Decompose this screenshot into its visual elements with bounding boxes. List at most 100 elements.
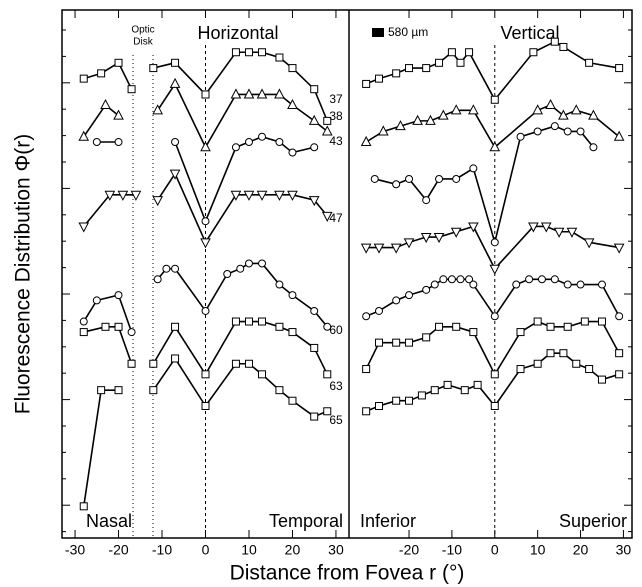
marker [516,132,525,141]
marker [149,64,158,73]
marker [310,412,319,421]
legend-label: 60 [329,323,343,337]
marker [288,148,297,157]
marker [171,264,180,273]
x-tick-label: -30 [65,542,85,558]
marker [468,222,479,233]
marker [370,174,379,183]
series-line [83,51,328,122]
marker [546,322,555,331]
x-tick-label: -10 [442,542,462,558]
marker [433,233,445,244]
marker [373,243,385,254]
marker [425,114,436,125]
marker [533,317,542,326]
marker [97,69,106,78]
marker [256,190,268,201]
marker [244,317,253,326]
marker [558,109,569,120]
x-tick-label: 0 [202,542,210,558]
marker [310,343,319,352]
marker [490,402,499,410]
marker [310,143,319,152]
marker [435,58,444,67]
marker [288,291,297,300]
marker [512,280,521,289]
marker [533,127,542,136]
marker [308,114,320,125]
marker [275,280,284,289]
series-line [365,104,620,149]
marker [200,141,211,152]
marker [489,264,501,275]
marker [613,243,625,254]
marker [362,79,371,88]
marker [585,365,594,374]
marker [236,264,245,273]
marker [550,122,559,131]
marker [230,190,242,201]
marker [550,275,559,284]
marker [258,317,267,326]
marker [92,296,101,305]
marker [615,64,624,73]
annotation: Disk [133,37,153,48]
marker [114,138,123,146]
marker [360,135,372,146]
marker [550,37,559,46]
marker [392,69,401,78]
marker [576,280,585,289]
region-label: Superior [559,511,627,531]
marker [153,275,162,284]
marker [417,391,426,400]
marker [405,174,414,183]
marker [563,322,572,331]
marker [152,104,163,115]
legend-label: 65 [329,413,343,427]
marker [572,359,581,368]
marker [392,180,401,189]
marker [323,407,332,416]
marker [452,174,461,183]
marker [360,243,372,254]
marker [615,349,624,358]
marker [169,169,181,180]
marker [288,328,297,337]
marker [288,64,297,73]
marker [258,48,267,57]
series-line [365,40,620,102]
marker [200,238,211,249]
marker [439,275,448,284]
marker [615,370,624,379]
marker [258,132,267,141]
annotation: Optic [131,25,154,36]
region-label: Inferior [360,511,416,531]
marker [78,222,90,233]
panel-title: Vertical [500,23,559,43]
marker [114,58,123,67]
marker [585,58,594,67]
marker [443,380,452,389]
marker [127,85,136,94]
marker [613,130,625,141]
marker [79,502,88,511]
series-line [374,125,595,246]
marker [465,275,474,284]
legend-label: 47 [329,211,343,225]
marker [469,164,478,173]
marker [435,174,444,183]
marker [450,227,462,238]
marker [546,349,555,358]
marker [392,296,401,305]
marker [580,317,589,326]
marker [310,85,319,94]
marker [244,48,253,57]
marker [490,312,499,321]
marker [435,322,444,331]
marker [321,125,333,136]
marker [540,222,552,233]
marker [230,88,242,99]
marker [375,74,384,83]
marker [403,238,415,249]
legend-label: 38 [329,109,343,123]
